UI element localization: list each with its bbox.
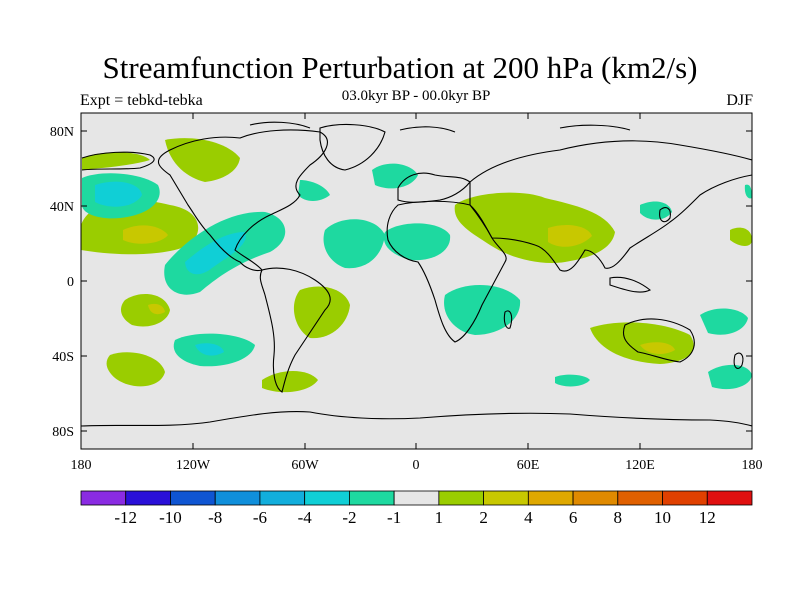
contour-positive — [548, 224, 592, 247]
contour-negative — [708, 364, 752, 390]
map-title: Streamfunction Perturbation at 200 hPa (… — [102, 50, 698, 85]
contour-positive — [640, 342, 675, 355]
colorbar: -12 -10 -8 -6 -4 -2 -1 1 2 4 6 8 10 12 — [80, 490, 753, 527]
coastline-north-america — [158, 129, 328, 272]
colorbar-swatch — [125, 490, 171, 506]
contour-positive — [293, 286, 350, 339]
colorbar-label: -8 — [208, 508, 222, 527]
lat-label: 40S — [52, 350, 74, 365]
contour-positive — [262, 371, 318, 393]
contour-positive — [590, 322, 694, 364]
lat-label: 0 — [67, 275, 74, 290]
colorbar-swatch — [527, 490, 574, 506]
contour-positive — [148, 303, 165, 315]
season-label: DJF — [726, 92, 753, 109]
coastline-greenland — [319, 124, 386, 171]
coastline-south-america — [259, 267, 331, 393]
coastline-indonesia — [609, 276, 652, 293]
contour-negative — [744, 184, 752, 199]
lat-label: 80S — [52, 425, 74, 440]
contour-negative — [195, 343, 224, 356]
colorbar-swatch — [483, 490, 529, 506]
colorbar-label: 10 — [654, 508, 671, 527]
coastline-asia — [469, 140, 752, 272]
contour-fill-layer — [81, 138, 752, 393]
lon-label: 60E — [517, 458, 540, 473]
colorbar-label: 6 — [569, 508, 578, 527]
colorbar-label: -4 — [298, 508, 313, 527]
colorbar-label: -12 — [114, 508, 137, 527]
coastlines — [81, 121, 752, 427]
contour-negative — [444, 284, 521, 335]
coastline-arctic-islands — [249, 121, 631, 133]
colorbar-swatch — [80, 490, 127, 506]
coastline-australia — [622, 318, 695, 363]
contour-positive — [120, 294, 170, 327]
latitude-ticks — [81, 130, 752, 432]
colorbar-label: -1 — [387, 508, 401, 527]
colorbar-label: -2 — [342, 508, 356, 527]
contour-negative — [700, 308, 748, 335]
contour-negative — [555, 374, 590, 387]
contour-positive — [730, 227, 752, 246]
lat-label: 80N — [50, 125, 74, 140]
colorbar-swatch — [438, 490, 484, 506]
contour-negative — [185, 232, 246, 275]
contour-positive — [123, 225, 168, 244]
colorbar-swatch — [259, 490, 306, 506]
contour-negative — [383, 223, 451, 261]
colorbar-label: 1 — [435, 508, 444, 527]
colorbar-label: 12 — [699, 508, 716, 527]
colorbar-swatch — [662, 490, 708, 506]
longitude-ticks — [192, 113, 641, 449]
colorbar-label: 4 — [524, 508, 533, 527]
coastline-alaska — [81, 151, 155, 171]
lon-label: 120E — [625, 458, 655, 473]
lon-label: 0 — [413, 458, 420, 473]
coastline-new-zealand — [733, 352, 744, 369]
colorbar-label: 2 — [479, 508, 488, 527]
contour-negative — [323, 219, 385, 269]
lat-label: 40N — [50, 200, 74, 215]
colorbar-swatch — [214, 490, 261, 506]
lon-label: 120W — [176, 458, 211, 473]
colorbar-swatch — [304, 490, 350, 506]
coastline-madagascar — [503, 310, 513, 329]
colorbar-swatch — [170, 490, 216, 506]
lon-label: 180 — [71, 458, 92, 473]
contour-negative — [640, 201, 672, 220]
colorbar-swatch — [706, 490, 753, 506]
coastline-japan — [659, 207, 671, 223]
lon-label: 180 — [742, 458, 763, 473]
colorbar-swatch — [617, 490, 663, 506]
colorbar-label: 8 — [614, 508, 623, 527]
experiment-label: Expt = tebkd-tebka — [80, 92, 203, 109]
contour-positive — [165, 138, 240, 182]
colorbar-label: -6 — [253, 508, 267, 527]
lon-label: 60W — [291, 458, 319, 473]
contour-negative — [372, 163, 418, 189]
contour-negative — [298, 180, 330, 201]
colorbar-swatch — [393, 490, 440, 506]
coastline-antarctica — [81, 411, 752, 427]
time-period-label: 03.0kyr BP - 00.0kyr BP — [341, 88, 491, 104]
colorbar-swatch — [348, 490, 395, 506]
contour-positive — [82, 152, 150, 170]
contour-positive — [106, 352, 165, 387]
contour-negative — [95, 181, 142, 207]
colorbar-label: -10 — [159, 508, 182, 527]
colorbar-swatch — [572, 490, 619, 506]
